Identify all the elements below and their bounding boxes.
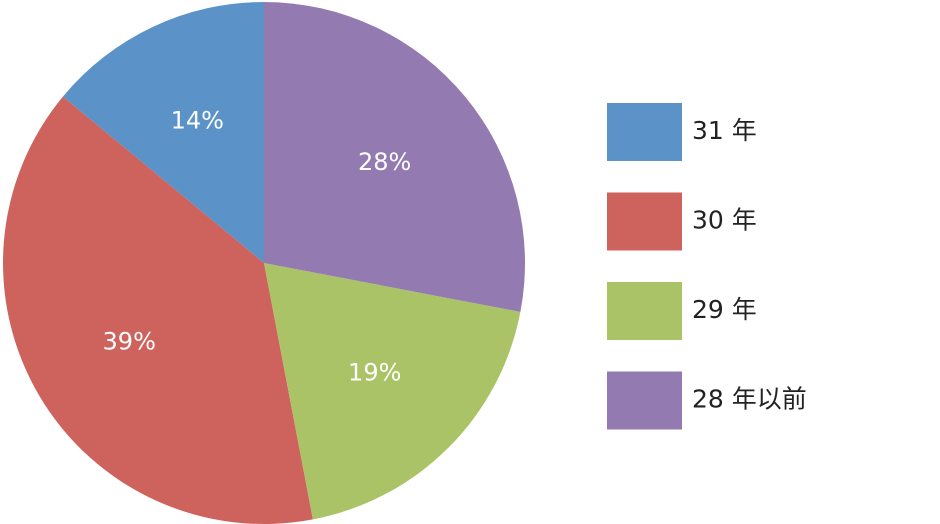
legend-label: 28 年以前 [692,385,807,414]
legend-label: 31 年 [692,116,757,145]
legend-swatch [607,192,682,251]
legend-swatch [607,282,682,340]
slice-label: 19% [348,359,401,387]
slice-label: 28% [358,148,411,176]
legend-swatch [607,103,682,161]
legend-label: 30 年 [692,206,757,235]
pie-slice [3,96,313,524]
pie-slice [264,263,521,520]
pie-slice [264,2,525,312]
legend-swatch [607,371,682,430]
pie-slice [62,2,264,263]
legend-label: 29 年 [692,295,757,324]
slice-label: 39% [103,328,156,356]
slice-label: 14% [171,106,224,134]
